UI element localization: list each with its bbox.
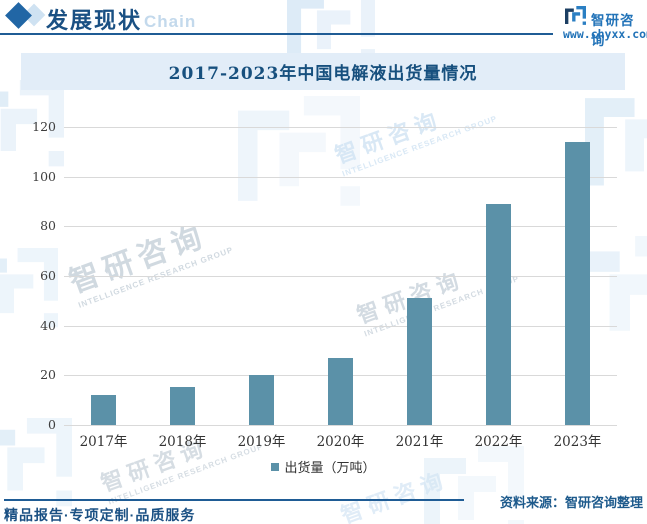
footer-divider [4,499,464,501]
brand-website-link[interactable]: www.chyxx.com [563,27,647,41]
x-tick-label: 2017年 [79,434,128,450]
section-marker-diamond-icon [5,2,50,31]
x-tick-label: 2022年 [474,434,523,450]
chart-title: 2017-2023年中国电解液出货量情况 [168,64,478,84]
header-divider [0,33,553,35]
bar [407,298,432,425]
bar [170,387,195,425]
bar-slot [222,127,301,425]
bar [486,203,511,425]
chart-title-band: 2017-2023年中国电解液出货量情况 [21,53,625,90]
bar-slot [459,127,538,425]
legend: 出货量（万吨） [0,457,647,476]
y-tick-label: 80 [40,218,56,234]
x-tick-label: 2020年 [316,434,365,450]
y-tick-label: 120 [32,119,56,134]
y-tick-label: 40 [40,317,56,333]
legend-swatch-icon [271,462,280,471]
y-tick-label: 60 [40,268,56,283]
diamond-dark-icon [5,2,32,29]
y-tick-label: 20 [40,367,56,383]
y-tick-label: 0 [48,417,56,432]
x-tick-label: 2019年 [237,434,286,450]
brand-name: 智研咨询 [591,13,635,48]
gridline [64,276,617,277]
data-source: 资料来源：智研咨询整理 [500,495,644,510]
y-tick-label: 100 [32,168,56,184]
section-title: 发展现状 [46,8,143,34]
bar [328,357,353,425]
gridline [64,226,617,228]
footer-tagline: 精品报告·专项定制·品质服务 [4,507,196,523]
bar [91,394,116,425]
bar-slot [538,127,617,425]
x-tick-label: 2023年 [553,434,602,450]
gridline [64,325,617,327]
gridline [64,176,617,178]
x-tick-label: 2021年 [395,434,444,450]
bar-slot [64,127,143,425]
x-axis: 2017年 2018年 2019年 2020年 2021年 2022年 2023年 [64,430,617,450]
brand-logo-icon [565,6,586,27]
gridline [64,425,617,426]
gridline [64,127,617,128]
legend-label: 出货量（万吨） [284,461,376,476]
bar-series [64,127,617,425]
plot-area [64,127,617,426]
bar-slot [301,127,380,425]
bar-slot [143,127,222,425]
bar-slot [380,127,459,425]
bar [249,375,274,425]
y-axis: 0 20 40 60 80 100 120 [26,119,56,432]
bar [565,141,590,425]
x-tick-label: 2018年 [158,434,207,450]
section-subtitle: Chain [144,12,197,31]
